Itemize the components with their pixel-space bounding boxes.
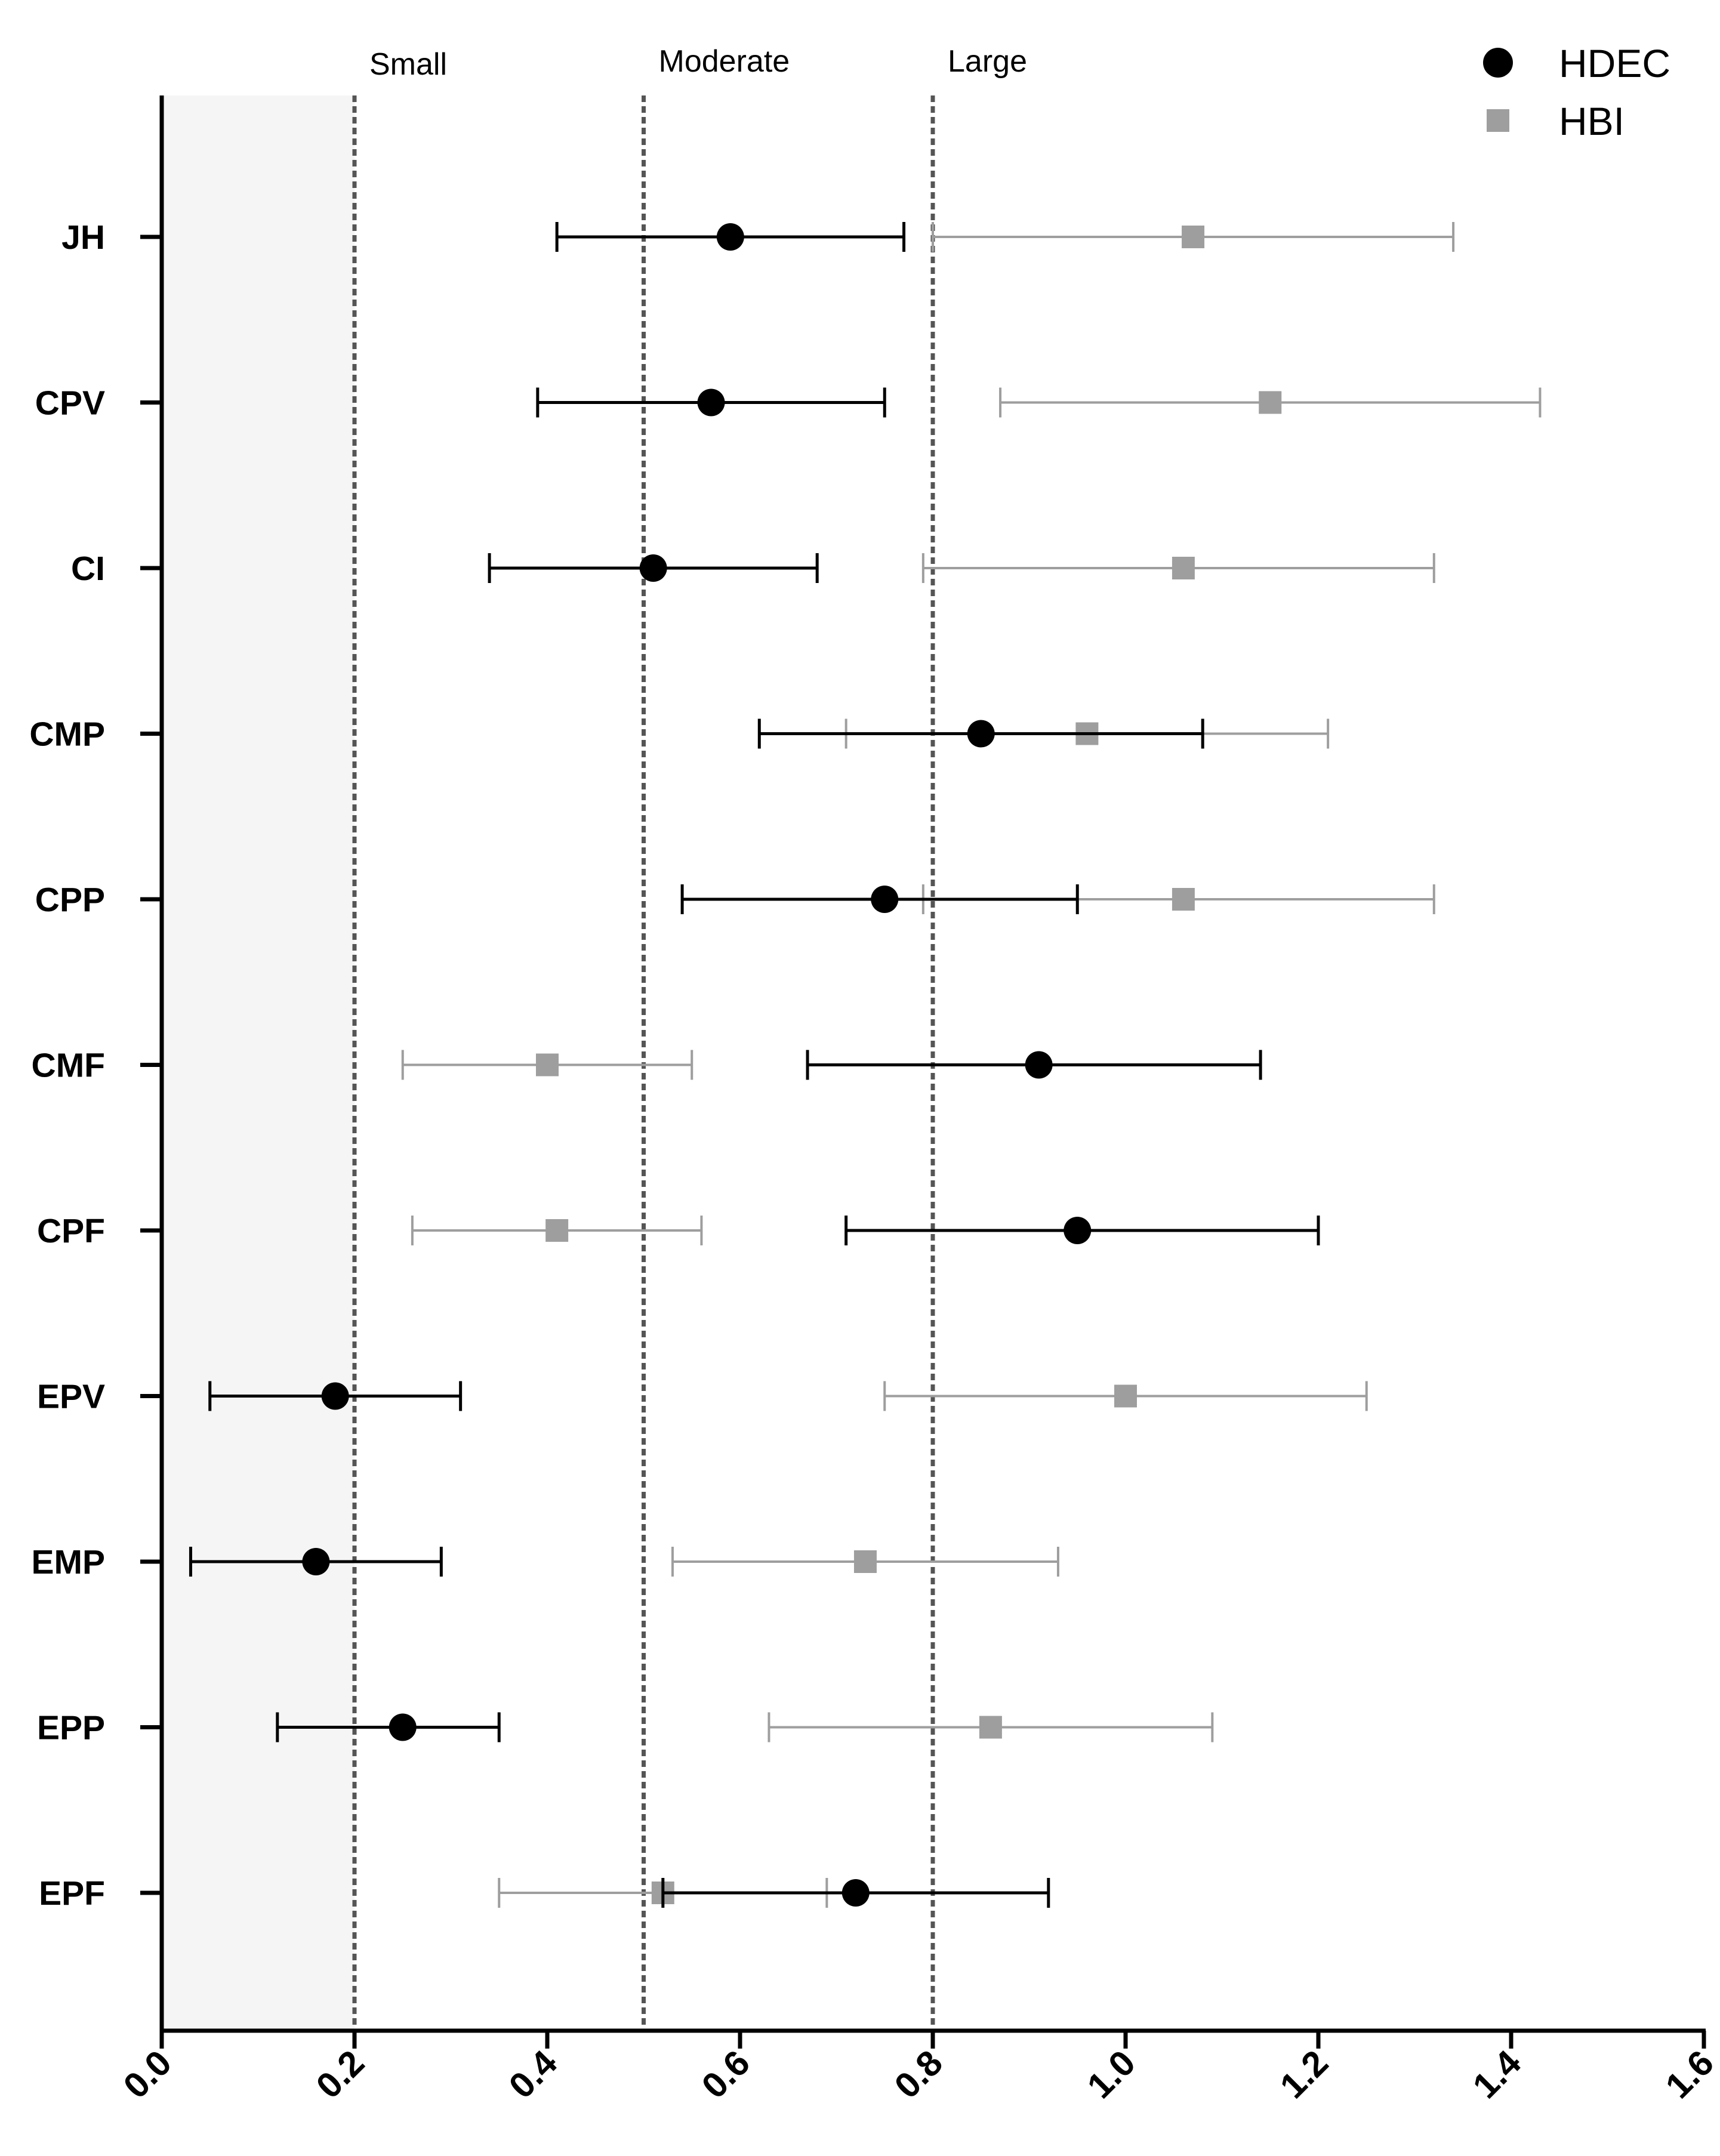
category-label: CMP <box>29 715 105 754</box>
hdec-point <box>967 720 995 748</box>
legend-marker-hbi <box>1487 109 1509 132</box>
x-tick-label: 0.0 <box>116 2043 179 2106</box>
hbi-point <box>853 1550 877 1573</box>
hdec-point <box>321 1382 349 1410</box>
legend: HDEC HBI <box>1483 41 1670 143</box>
x-tick-label: 1.2 <box>1272 2043 1336 2106</box>
legend-marker-hdec <box>1483 48 1513 78</box>
category-label: CPV <box>35 384 105 422</box>
hbi-point <box>1172 888 1195 911</box>
x-tick-label: 1.4 <box>1465 2042 1529 2106</box>
category-label: EPF <box>39 1874 105 1913</box>
x-tick-label: 1.6 <box>1658 2043 1720 2106</box>
category-label: CPF <box>37 1212 105 1250</box>
hbi-point <box>1182 226 1205 248</box>
legend-label-hbi: HBI <box>1559 99 1625 143</box>
x-tick-label: 0.8 <box>887 2043 950 2106</box>
hbi-point <box>979 1716 1002 1739</box>
category-label: EPP <box>37 1709 105 1747</box>
category-label: EMP <box>31 1543 105 1581</box>
hbi-point <box>1114 1384 1137 1408</box>
hdec-point <box>1025 1051 1053 1079</box>
shaded-region-layer <box>162 95 355 2031</box>
category-label: EPV <box>37 1378 105 1416</box>
reference-label-small: Small <box>369 47 447 82</box>
hbi-point <box>536 1053 559 1077</box>
hdec-point <box>639 554 667 582</box>
hbi-point <box>1172 557 1195 579</box>
hbi-point <box>1259 391 1282 414</box>
legend-label-hdec: HDEC <box>1559 41 1670 85</box>
category-label: JH <box>61 218 105 257</box>
category-label: CMF <box>32 1047 105 1085</box>
hdec-point <box>871 886 899 913</box>
hdec-point <box>841 1879 870 1907</box>
category-label: CPP <box>35 881 105 919</box>
shaded-region <box>162 95 355 2031</box>
reference-lines-layer: Small Moderate Large <box>352 44 1027 2031</box>
x-tick-label: 0.4 <box>501 2042 565 2106</box>
hbi-point <box>545 1219 569 1242</box>
hdec-point <box>302 1548 330 1575</box>
hdec-point <box>1064 1217 1092 1244</box>
x-tick-label: 1.0 <box>1080 2043 1143 2106</box>
hdec-point <box>389 1713 417 1741</box>
reference-label-large: Large <box>948 44 1027 79</box>
category-label: CI <box>71 550 105 588</box>
x-tick-label: 0.6 <box>694 2043 757 2106</box>
series-layer <box>189 222 1542 1908</box>
hdec-point <box>697 388 725 417</box>
x-tick-label: 0.2 <box>309 2043 372 2106</box>
hdec-point <box>716 223 744 251</box>
reference-label-moderate: Moderate <box>659 44 790 79</box>
